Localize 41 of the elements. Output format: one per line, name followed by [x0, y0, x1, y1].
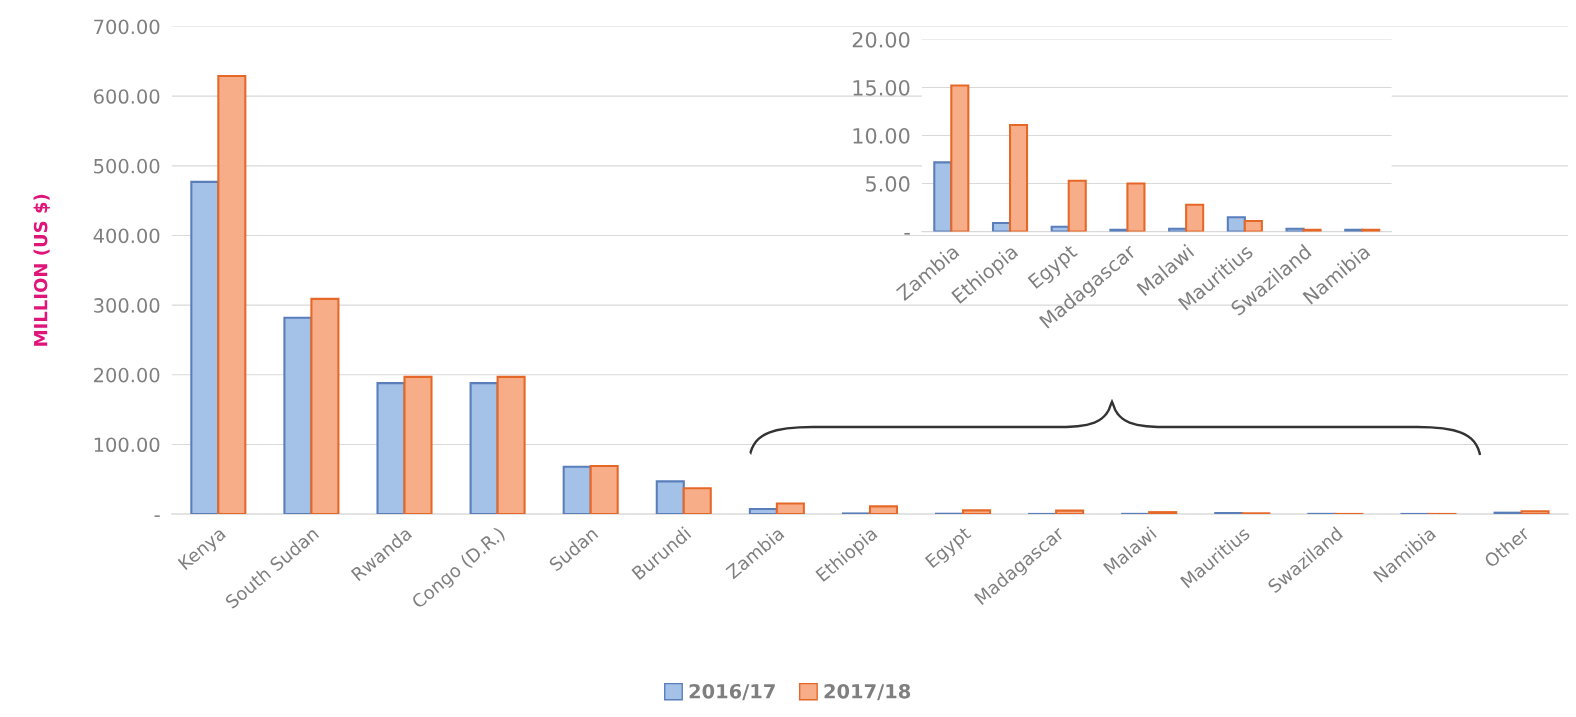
bar — [376, 382, 406, 515]
y-tick-label: - — [154, 515, 160, 517]
bar — [655, 480, 685, 515]
y-tick-label: 20.00 — [852, 31, 910, 48]
bar — [217, 74, 247, 515]
bar — [1185, 203, 1205, 232]
bar — [748, 508, 778, 515]
bar — [283, 316, 313, 515]
y-tick-label: 100.00 — [94, 437, 160, 453]
bar — [310, 297, 340, 515]
y-axis-title: MILLION (US $) — [33, 194, 50, 346]
bar — [868, 505, 898, 515]
bar — [469, 382, 499, 515]
y-tick-label: 15.00 — [853, 79, 910, 96]
legend-label: 2017/18 — [824, 683, 911, 701]
bar — [682, 487, 712, 515]
bar — [403, 375, 433, 515]
bar — [1055, 509, 1085, 515]
legend-label: 2016/17 — [689, 683, 775, 701]
y-tick-label: - — [904, 232, 910, 235]
bar — [1520, 510, 1550, 515]
bar — [950, 84, 970, 232]
y-tick-label: 200.00 — [94, 367, 160, 383]
y-tick-label: 700.00 — [94, 19, 160, 35]
bar — [1008, 123, 1029, 232]
y-tick-label: 300.00 — [94, 298, 160, 313]
bar — [1067, 179, 1087, 232]
y-tick-label: 10.00 — [853, 127, 910, 144]
bar — [962, 509, 992, 515]
y-tick-label: 400.00 — [93, 228, 160, 244]
bar — [562, 465, 592, 515]
bar — [496, 375, 526, 515]
bar — [190, 180, 220, 515]
y-tick-label: 5.00 — [866, 176, 910, 192]
y-tick-label: 600.00 — [93, 89, 160, 104]
bar — [1226, 216, 1246, 232]
y-tick-label: 500.00 — [94, 158, 160, 174]
bar — [1126, 182, 1146, 232]
bar — [1243, 219, 1263, 232]
bar — [589, 464, 619, 515]
bar — [775, 502, 805, 515]
